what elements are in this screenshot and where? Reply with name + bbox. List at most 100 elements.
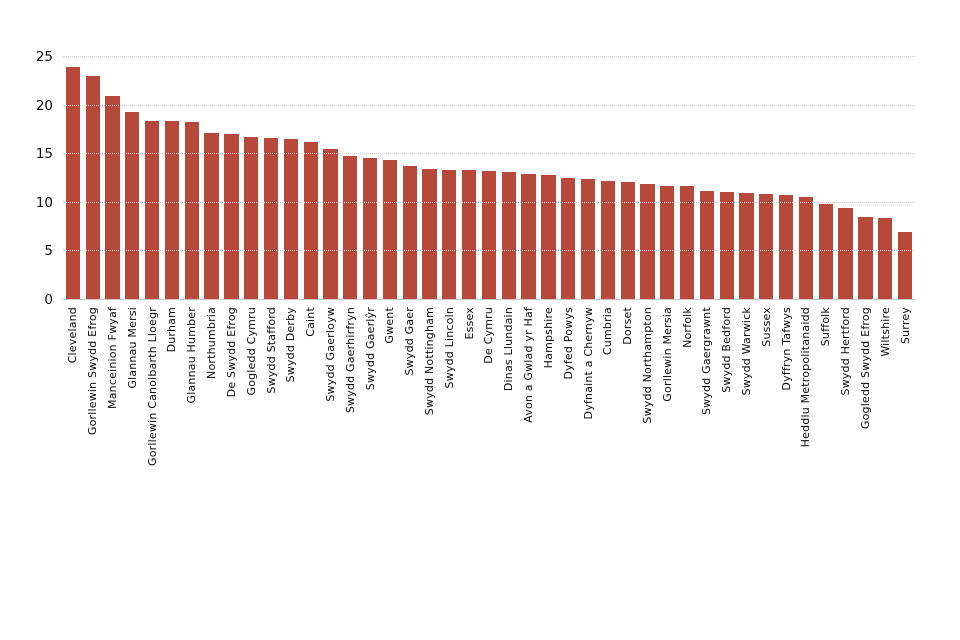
x-tick: Swydd Gaergrawnt [697, 307, 717, 466]
bar-slot [459, 57, 479, 300]
bar [442, 169, 457, 300]
x-tick: Cumbria [598, 307, 618, 466]
x-tick: Swydd Hertford [836, 307, 856, 466]
bar-slot [499, 57, 519, 300]
x-tick-label: Swydd Gaer [403, 307, 417, 376]
x-tick: Gorllewin Swydd Efrog [83, 307, 103, 466]
x-tick-label: Swydd Northampton [640, 307, 654, 424]
x-tick: Swydd Northampton [638, 307, 658, 466]
x-tick: Glannau Humber [182, 307, 202, 466]
bar-slot [598, 57, 618, 300]
x-tick: Swydd Stafford [261, 307, 281, 466]
bar-slot [202, 57, 222, 300]
x-tick: Dyffryn Tafwys [776, 307, 796, 466]
plot-area: 0 5 10 15 20 25 [36, 49, 915, 308]
x-tick-label: Avon a Gwlad yr Haf [522, 307, 536, 423]
x-tick-label: Gorllewin Canolbarth Lloegr [145, 307, 159, 466]
x-tick-label: Gwent [383, 307, 397, 344]
bar-slot [222, 57, 242, 300]
x-tick-label: Swydd Bedford [720, 307, 734, 393]
bar [85, 76, 100, 300]
x-tick-label: Northumbria [205, 307, 219, 379]
x-tick-label: Dyffryn Tafwys [779, 307, 793, 391]
bar [184, 122, 199, 300]
bar-slot [142, 57, 162, 300]
bar [362, 158, 378, 300]
x-tick: De Cymru [479, 307, 499, 466]
bar [878, 218, 893, 300]
bar-slot [103, 57, 123, 300]
bar [283, 138, 298, 300]
bar-slot [122, 57, 142, 300]
x-tick: Swydd Bedford [717, 307, 737, 466]
bar [244, 136, 259, 300]
x-tick-label: Dyfnaint a Chernyw [581, 307, 595, 420]
bar-slot [63, 57, 83, 300]
bar [779, 195, 794, 300]
x-tick-label: Swydd Stafford [264, 307, 278, 394]
x-tick-label: Gogledd Swydd Efrog [858, 307, 872, 430]
x-tick-label: Hampshire [541, 307, 555, 369]
bar [462, 169, 477, 300]
x-tick-label: Surrey [898, 307, 912, 345]
x-tick: Caint [301, 307, 321, 466]
bar [125, 112, 140, 300]
bar-slot [618, 57, 638, 300]
x-tick: Hampshire [539, 307, 559, 466]
bar-slot [737, 57, 757, 300]
bar-slot [717, 57, 737, 300]
bar [422, 168, 437, 300]
bar-slot [83, 57, 103, 300]
bar-slot [241, 57, 261, 300]
y-tick-label: 20 [35, 97, 53, 114]
x-tick-label: Dinas Llundain [502, 307, 516, 392]
x-tick: Gogledd Swydd Efrog [856, 307, 876, 466]
bar-slot [756, 57, 776, 300]
bar-slot [856, 57, 876, 300]
x-tick: Wiltshire [875, 307, 895, 466]
bar [561, 177, 576, 300]
bar [660, 186, 675, 300]
x-tick: Swydd Lincoln [439, 307, 459, 466]
x-tick: Swydd Gaer [400, 307, 420, 466]
bar-slot [479, 57, 499, 300]
x-tick-label: Manceinion Fwyaf [106, 307, 120, 409]
bar [105, 95, 120, 300]
bar [145, 121, 160, 300]
gridline [63, 250, 915, 252]
gridline [63, 153, 915, 155]
x-tick: Durham [162, 307, 182, 466]
gridline [63, 104, 915, 106]
bar-slot [281, 57, 301, 300]
bar-slot [558, 57, 578, 300]
bar-slot [400, 57, 420, 300]
bar [263, 137, 279, 300]
bar [402, 165, 417, 300]
x-tick-label: Gorllewin Swydd Efrog [86, 307, 100, 436]
x-tick-label: Gorllewin Mersia [660, 307, 674, 402]
bar-slot [360, 57, 380, 300]
y-tick-label: 5 [44, 243, 53, 260]
bar [481, 170, 497, 300]
x-tick-label: Dyfed Powys [561, 307, 575, 380]
x-tick-label: Norfolk [680, 307, 694, 348]
x-tick-label: De Swydd Efrog [224, 307, 238, 398]
bar-slot [439, 57, 459, 300]
bar-slot [638, 57, 658, 300]
x-tick: Norfolk [677, 307, 697, 466]
bar [521, 173, 536, 300]
x-tick: Gwent [380, 307, 400, 466]
bar [224, 133, 239, 300]
x-tick: Avon a Gwlad yr Haf [519, 307, 539, 466]
x-tick-label: Swydd Derby [284, 307, 298, 383]
x-axis-line [63, 299, 915, 300]
bar [164, 121, 180, 300]
bar-slot [875, 57, 895, 300]
bar [699, 191, 715, 300]
y-tick-label: 15 [35, 146, 53, 163]
x-tick-label: Cumbria [601, 307, 615, 356]
bar [897, 231, 913, 300]
x-tick-label: Caint [304, 307, 318, 337]
bar-slot [697, 57, 717, 300]
x-tick: Dyfnaint a Chernyw [578, 307, 598, 466]
